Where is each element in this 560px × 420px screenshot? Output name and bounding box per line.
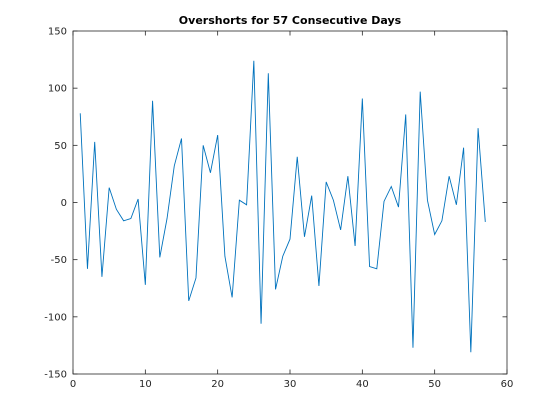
plot-area [73,31,507,374]
y-axis: -150 -100 -50 0 50 100 150 [44,27,507,381]
x-tick-label: 40 [356,379,369,390]
y-tick-label: -50 [51,255,67,266]
chart-title: Overshorts for 57 Consecutive Days [179,14,402,27]
series-layer [79,60,486,353]
x-tick-label: 20 [211,379,224,390]
y-tick-label: 150 [48,27,67,38]
x-tick-label: 0 [70,379,76,390]
x-tick-label: 30 [284,379,297,390]
x-axis: 0 10 20 30 40 50 60 [70,31,514,390]
x-tick-label: 50 [428,379,441,390]
y-tick-label: -150 [44,370,67,381]
y-tick-label: -100 [44,312,67,323]
y-tick-label: 0 [61,198,67,209]
y-tick-label: 100 [48,84,67,95]
y-tick-label: 50 [54,141,67,152]
x-tick-label: 60 [501,379,514,390]
series-line [79,60,486,353]
x-tick-label: 10 [139,379,152,390]
